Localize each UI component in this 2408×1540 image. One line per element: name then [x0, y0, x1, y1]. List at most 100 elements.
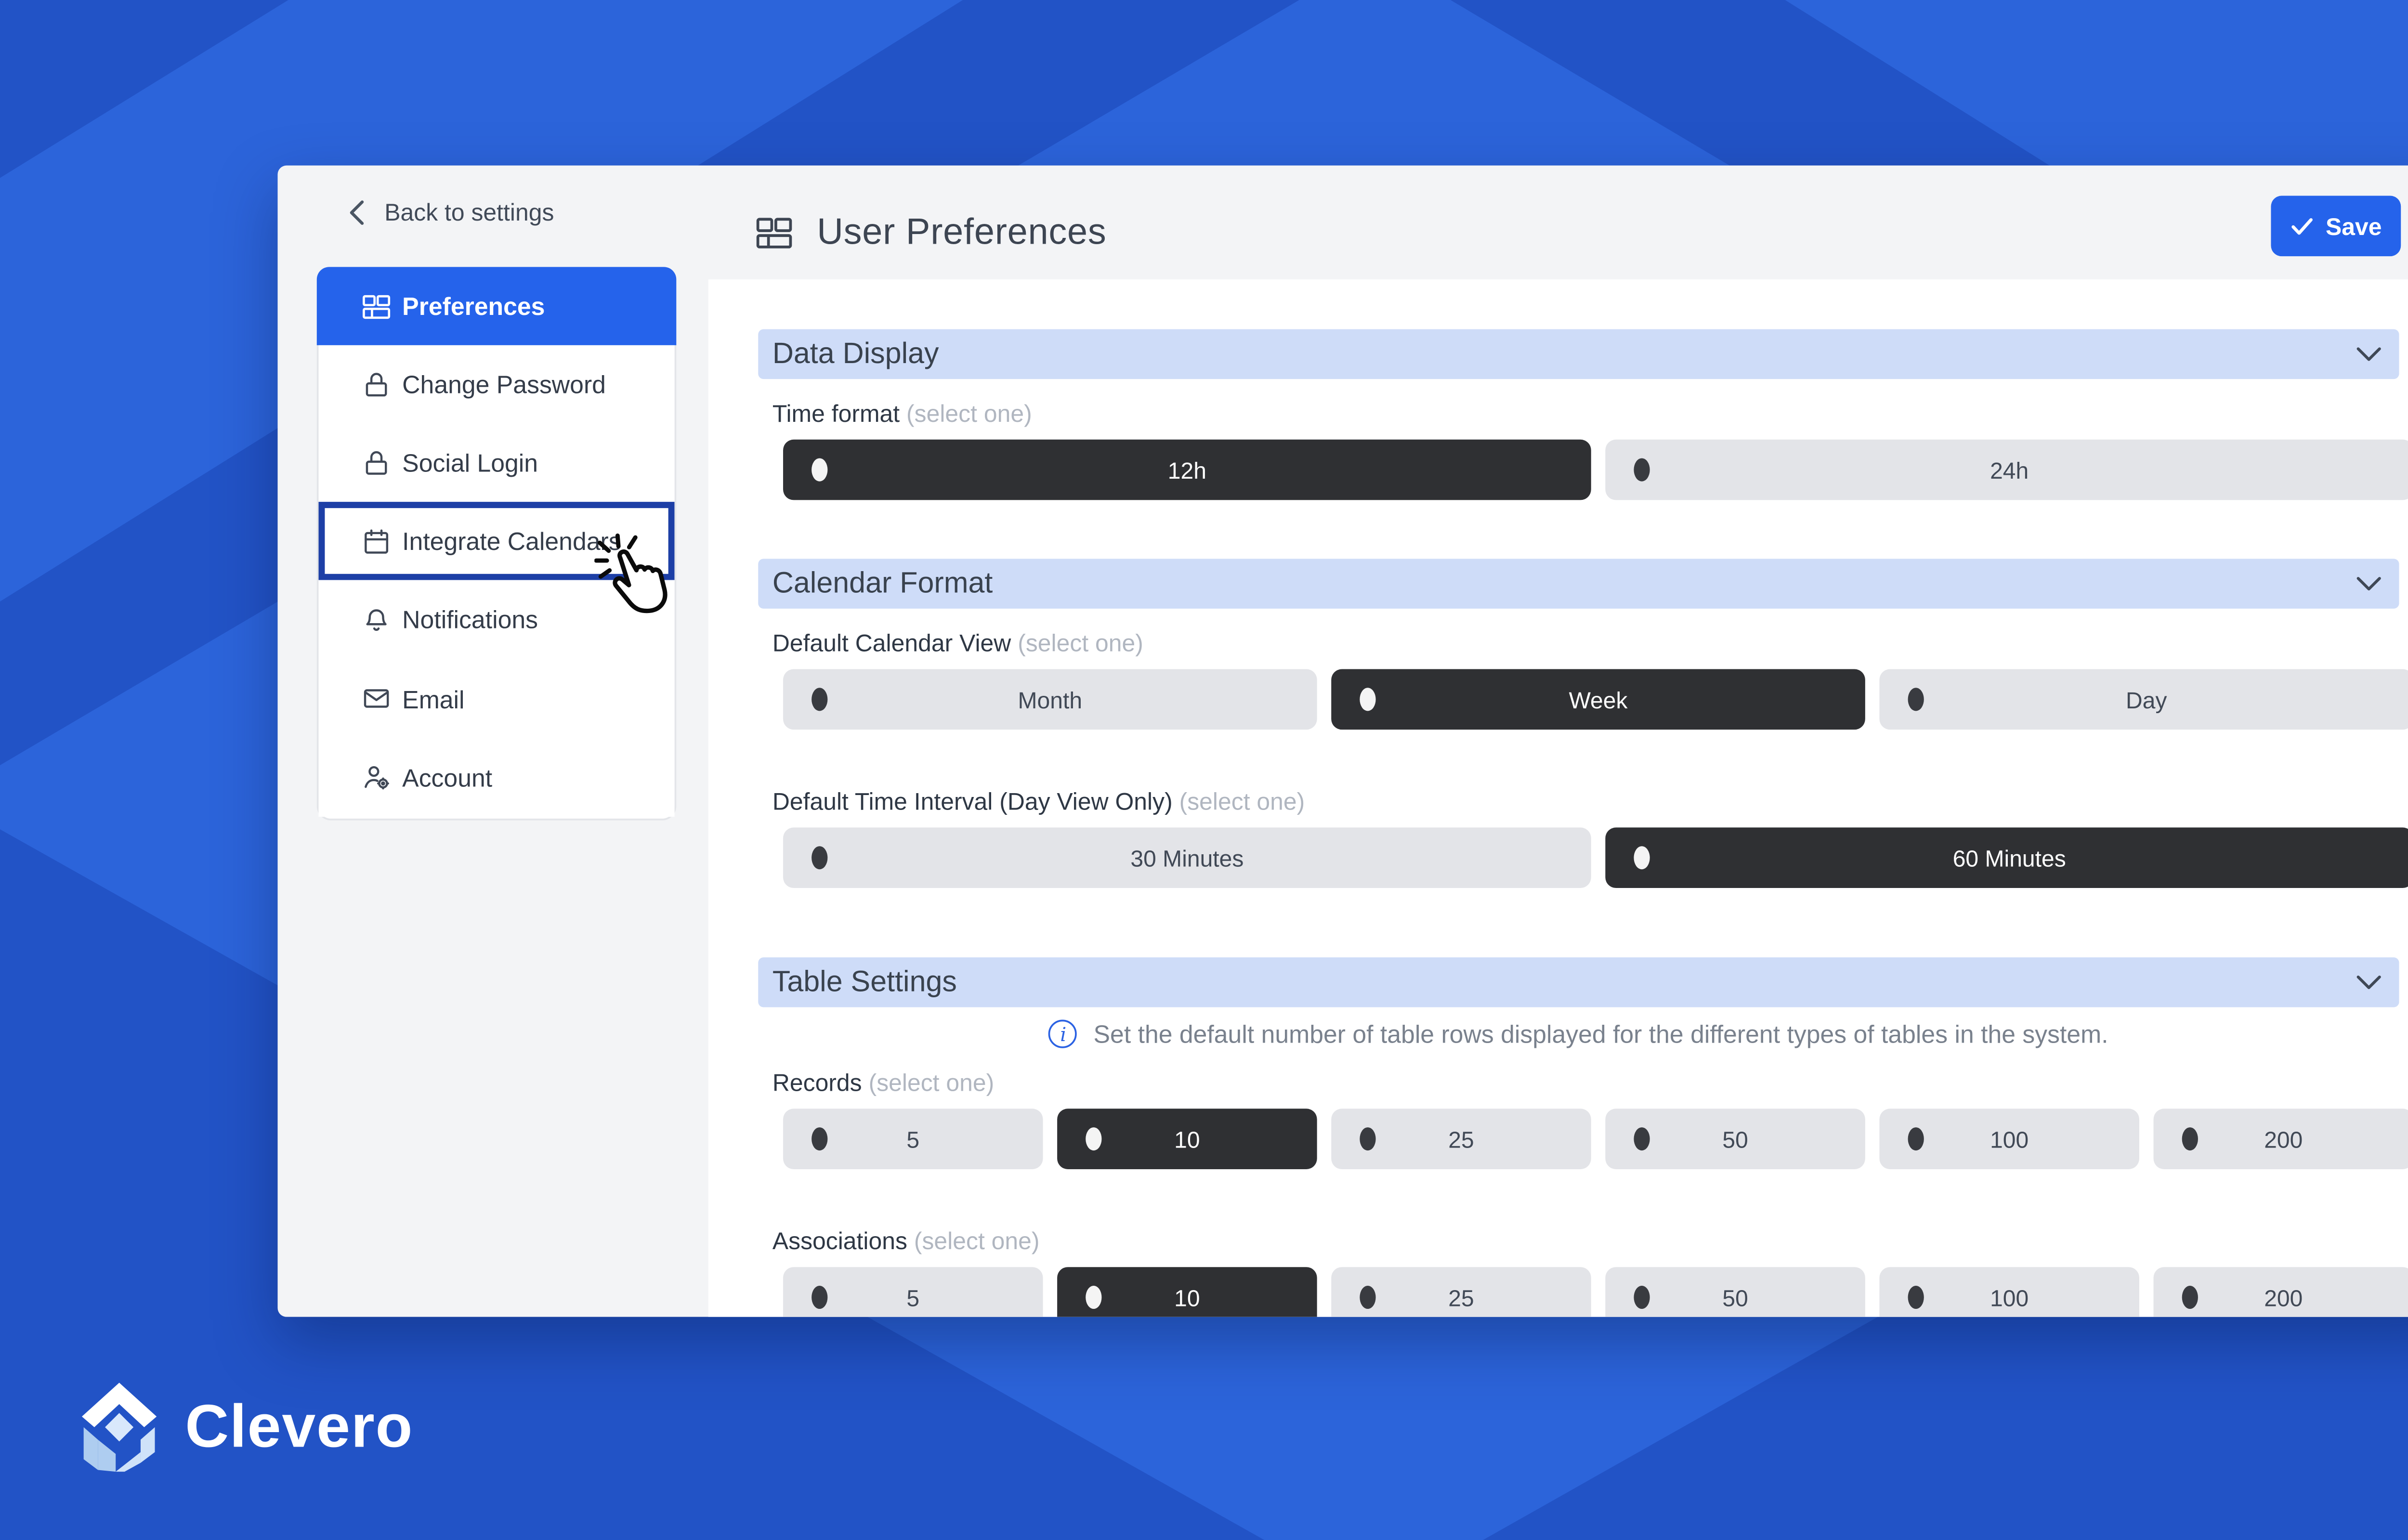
option-200[interactable]: 200	[2153, 1109, 2408, 1169]
section-data-display: Data Display Time format (select one) 12h 2…	[758, 329, 2408, 500]
radio-dot-icon	[811, 846, 828, 870]
option-5[interactable]: 5	[783, 1267, 1043, 1317]
option-30-minutes[interactable]: 30 Minutes	[783, 827, 1591, 888]
option-10[interactable]: 10	[1057, 1109, 1317, 1169]
section-table-settings: Table Settings i Set the default number of…	[758, 957, 2408, 1317]
option-label: 5	[906, 1125, 920, 1152]
field-hint: (select one)	[1179, 788, 1305, 815]
sidebar-item-preferences[interactable]: Preferences	[316, 267, 677, 346]
sidebar-item-label: Account	[402, 762, 493, 792]
option-row: 5 10 25 50 100 200	[783, 1109, 2408, 1169]
sidebar-item-label: Integrate Calendars	[402, 527, 621, 556]
radio-dot-icon	[2182, 1127, 2198, 1151]
section-header-data-display[interactable]: Data Display	[758, 329, 2399, 379]
radio-dot-icon	[1908, 688, 1924, 711]
section-header-table-settings[interactable]: Table Settings	[758, 957, 2399, 1007]
option-label: 200	[2264, 1284, 2303, 1311]
field-label: Time format (select one)	[772, 400, 1032, 427]
option-24h[interactable]: 24h	[1605, 439, 2408, 500]
option-100[interactable]: 100	[1879, 1109, 2139, 1169]
sidebar-item-label: Email	[402, 684, 465, 713]
option-label: 30 Minutes	[1130, 844, 1244, 871]
option-label: 24h	[1990, 456, 2029, 483]
option-60-minutes[interactable]: 60 Minutes	[1605, 827, 2408, 888]
lock-icon	[361, 369, 392, 400]
save-button[interactable]: Save	[2271, 196, 2401, 257]
preferences-content: Data Display Time format (select one) 12h 2…	[708, 279, 2408, 1317]
sidebar-item-label: Preferences	[402, 292, 545, 321]
option-12h[interactable]: 12h	[783, 439, 1591, 500]
radio-dot-icon	[1360, 1285, 1376, 1309]
settings-nav: Preferences Change Password Social Login In…	[316, 267, 677, 821]
radio-dot-icon	[811, 458, 828, 482]
sidebar-item-label: Change Password	[402, 370, 606, 399]
field-label: Records (select one)	[772, 1069, 995, 1096]
radio-dot-icon	[1086, 1127, 1102, 1151]
option-5[interactable]: 5	[783, 1109, 1043, 1169]
option-label: 60 Minutes	[1952, 844, 2066, 871]
option-label: Month	[1018, 686, 1083, 713]
page-title: User Preferences	[817, 211, 1107, 253]
section-info: i Set the default number of table rows di…	[758, 1019, 2399, 1048]
option-25[interactable]: 25	[1331, 1109, 1591, 1169]
option-10[interactable]: 10	[1057, 1267, 1317, 1317]
option-row: 5 10 25 50 100 200	[783, 1267, 2408, 1317]
check-icon	[2291, 217, 2312, 234]
field-label: Default Time Interval (Day View Only) (s…	[772, 788, 1305, 815]
option-label: 12h	[1167, 456, 1206, 483]
settings-window: Back to settings Preferences Change Passw…	[277, 165, 2408, 1317]
calendar-icon	[361, 526, 392, 557]
section-title: Data Display	[772, 337, 939, 369]
back-to-settings-link[interactable]: Back to settings	[349, 199, 554, 226]
option-50[interactable]: 50	[1605, 1109, 1865, 1169]
radio-dot-icon	[811, 1285, 828, 1309]
option-week[interactable]: Week	[1331, 669, 1865, 730]
sidebar-item-email[interactable]: Email	[318, 659, 675, 738]
bell-icon	[361, 605, 392, 635]
envelope-icon	[361, 683, 392, 714]
option-label: Day	[2126, 686, 2167, 713]
chevron-down-icon	[2356, 975, 2381, 989]
option-label: 10	[1174, 1125, 1200, 1152]
radio-dot-icon	[1086, 1285, 1102, 1309]
sidebar-item-label: Social Login	[402, 449, 538, 478]
field-hint: (select one)	[1018, 630, 1143, 657]
radio-dot-icon	[2182, 1285, 2198, 1309]
preferences-icon	[361, 291, 392, 321]
sidebar-item-change-password[interactable]: Change Password	[318, 345, 675, 424]
back-chevron-icon	[350, 200, 364, 225]
option-label: Week	[1569, 686, 1628, 713]
option-25[interactable]: 25	[1331, 1267, 1591, 1317]
user-gear-icon	[361, 762, 392, 792]
option-200[interactable]: 200	[2153, 1267, 2408, 1317]
radio-dot-icon	[1360, 688, 1376, 711]
radio-dot-icon	[1908, 1127, 1924, 1151]
radio-dot-icon	[811, 688, 828, 711]
preferences-title-icon	[756, 218, 792, 248]
sidebar-item-notifications[interactable]: Notifications	[318, 581, 675, 660]
lock-icon	[361, 448, 392, 478]
field-label: Default Calendar View (select one)	[772, 630, 1143, 657]
sidebar-item-integrate-calendars[interactable]: Integrate Calendars	[318, 502, 675, 581]
option-50[interactable]: 50	[1605, 1267, 1865, 1317]
radio-dot-icon	[1360, 1127, 1376, 1151]
brand-name: Clevero	[185, 1392, 414, 1461]
section-calendar-format: Calendar Format Default Calendar View (se…	[758, 559, 2408, 888]
option-label: 25	[1448, 1284, 1474, 1311]
radio-dot-icon	[1908, 1285, 1924, 1309]
clevero-logo-icon	[81, 1383, 157, 1472]
option-100[interactable]: 100	[1879, 1267, 2139, 1317]
sidebar-item-social-login[interactable]: Social Login	[318, 424, 675, 503]
section-title: Calendar Format	[772, 567, 993, 599]
section-header-calendar-format[interactable]: Calendar Format	[758, 559, 2399, 609]
option-label: 200	[2264, 1125, 2303, 1152]
field-hint: (select one)	[914, 1227, 1040, 1255]
option-day[interactable]: Day	[1879, 669, 2408, 730]
sidebar-item-account[interactable]: Account	[318, 738, 675, 816]
option-month[interactable]: Month	[783, 669, 1317, 730]
field-hint: (select one)	[868, 1069, 995, 1096]
sidebar-item-label: Notifications	[402, 606, 538, 635]
radio-dot-icon	[1634, 846, 1650, 870]
option-row: 30 Minutes 60 Minutes	[783, 827, 2408, 888]
option-label: 100	[1990, 1125, 2029, 1152]
